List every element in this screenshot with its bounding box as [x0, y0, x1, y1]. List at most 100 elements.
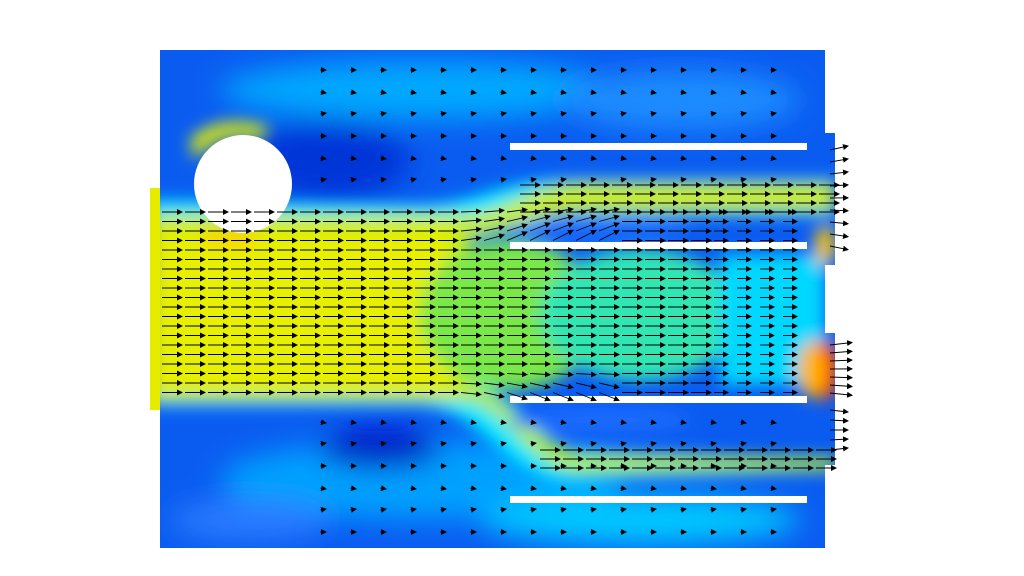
- velocity-arrow: [575, 392, 597, 402]
- velocity-arrow: [619, 89, 627, 96]
- velocity-arrow: [439, 155, 447, 162]
- velocity-arrow: [598, 392, 620, 402]
- plate-4: [510, 496, 807, 503]
- velocity-arrow: [829, 144, 849, 151]
- velocity-arrow: [409, 176, 417, 183]
- velocity-arrow: [559, 440, 567, 447]
- velocity-arrow: [409, 419, 417, 426]
- velocity-arrow: [529, 392, 551, 402]
- velocity-arrow: [829, 156, 849, 163]
- velocity-arrow: [709, 506, 717, 513]
- velocity-arrow: [575, 222, 597, 232]
- velocity-arrow: [649, 89, 657, 96]
- velocity-arrow: [649, 155, 657, 162]
- velocity-arrow: [529, 371, 551, 378]
- velocity-arrow: [739, 485, 747, 492]
- velocity-arrow: [598, 371, 620, 378]
- velocity-arrow: [589, 485, 597, 492]
- velocity-arrow: [349, 89, 357, 96]
- velocity-arrow: [589, 176, 597, 183]
- velocity-arrow: [829, 233, 849, 239]
- velocity-arrow: [469, 440, 477, 447]
- velocity-arrow: [769, 110, 777, 117]
- velocity-arrow: [506, 207, 528, 214]
- velocity-arrow: [469, 89, 477, 96]
- velocity-arrow: [679, 155, 687, 162]
- velocity-arrow: [829, 436, 849, 443]
- velocity-arrow: [483, 233, 505, 241]
- velocity-arrow: [529, 419, 537, 426]
- velocity-arrow: [769, 176, 777, 183]
- velocity-arrow: [559, 506, 567, 513]
- velocity-arrow: [829, 169, 849, 176]
- velocity-arrow: [619, 485, 627, 492]
- velocity-arrow: [619, 506, 627, 513]
- velocity-arrow: [529, 506, 537, 513]
- velocity-arrow: [499, 440, 507, 447]
- velocity-arrow: [679, 89, 687, 96]
- velocity-arrow: [829, 374, 853, 381]
- velocity-arrow: [589, 89, 597, 96]
- velocity-arrow: [319, 485, 327, 492]
- velocity-arrow: [739, 419, 747, 426]
- velocity-arrow: [409, 485, 417, 492]
- velocity-arrow: [529, 110, 537, 117]
- velocity-arrow: [829, 391, 853, 398]
- velocity-arrow: [598, 229, 620, 241]
- velocity-arrow: [409, 440, 417, 447]
- velocity-arrow: [649, 419, 657, 426]
- velocity-arrow: [483, 392, 505, 399]
- velocity-arrow: [829, 408, 849, 415]
- velocity-arrow: [575, 382, 597, 390]
- velocity-arrow: [483, 371, 505, 378]
- velocity-arrow: [409, 155, 417, 162]
- velocity-arrow: [379, 419, 387, 426]
- velocity-arrow: [589, 440, 597, 447]
- velocity-arrow: [769, 506, 777, 513]
- velocity-arrow: [679, 506, 687, 513]
- velocity-arrow: [409, 89, 417, 96]
- velocity-arrow: [499, 89, 507, 96]
- velocity-arrow: [349, 155, 357, 162]
- velocity-arrow: [829, 182, 849, 189]
- velocity-arrow: [679, 485, 687, 492]
- velocity-arrow: [469, 506, 477, 513]
- velocity-arrow: [439, 506, 447, 513]
- velocity-arrow: [649, 440, 657, 447]
- velocity-arrow: [469, 176, 477, 183]
- velocity-arrow: [460, 235, 482, 242]
- velocity-arrow: [598, 382, 620, 390]
- velocity-arrow: [379, 110, 387, 117]
- velocity-arrow: [439, 89, 447, 96]
- velocity-arrow: [529, 214, 551, 222]
- velocity-arrow: [483, 224, 505, 232]
- velocity-arrow: [679, 110, 687, 117]
- velocity-arrow: [349, 506, 357, 513]
- velocity-arrow: [559, 485, 567, 492]
- velocity-arrow: [552, 371, 574, 378]
- velocity-arrow: [559, 176, 567, 183]
- velocity-arrow: [319, 176, 327, 183]
- velocity-arrow: [460, 391, 482, 398]
- velocity-arrow: [769, 419, 777, 426]
- velocity-arrow: [499, 110, 507, 117]
- velocity-arrow: [709, 89, 717, 96]
- velocity-arrow: [409, 506, 417, 513]
- velocity-arrow: [439, 110, 447, 117]
- velocity-arrow: [469, 419, 477, 426]
- velocity-arrow: [829, 383, 853, 390]
- velocity-arrow: [506, 371, 528, 378]
- velocity-arrow: [739, 110, 747, 117]
- velocity-arrow: [506, 392, 528, 401]
- velocity-arrow: [379, 155, 387, 162]
- velocity-arrow: [499, 176, 507, 183]
- velocity-arrow: [649, 506, 657, 513]
- cylinder-obstacle: [194, 135, 292, 233]
- velocity-arrow: [379, 506, 387, 513]
- velocity-arrow: [379, 440, 387, 447]
- velocity-arrow: [829, 340, 853, 347]
- velocity-arrow: [575, 214, 597, 222]
- velocity-arrow: [552, 382, 574, 390]
- velocity-arrow: [439, 440, 447, 447]
